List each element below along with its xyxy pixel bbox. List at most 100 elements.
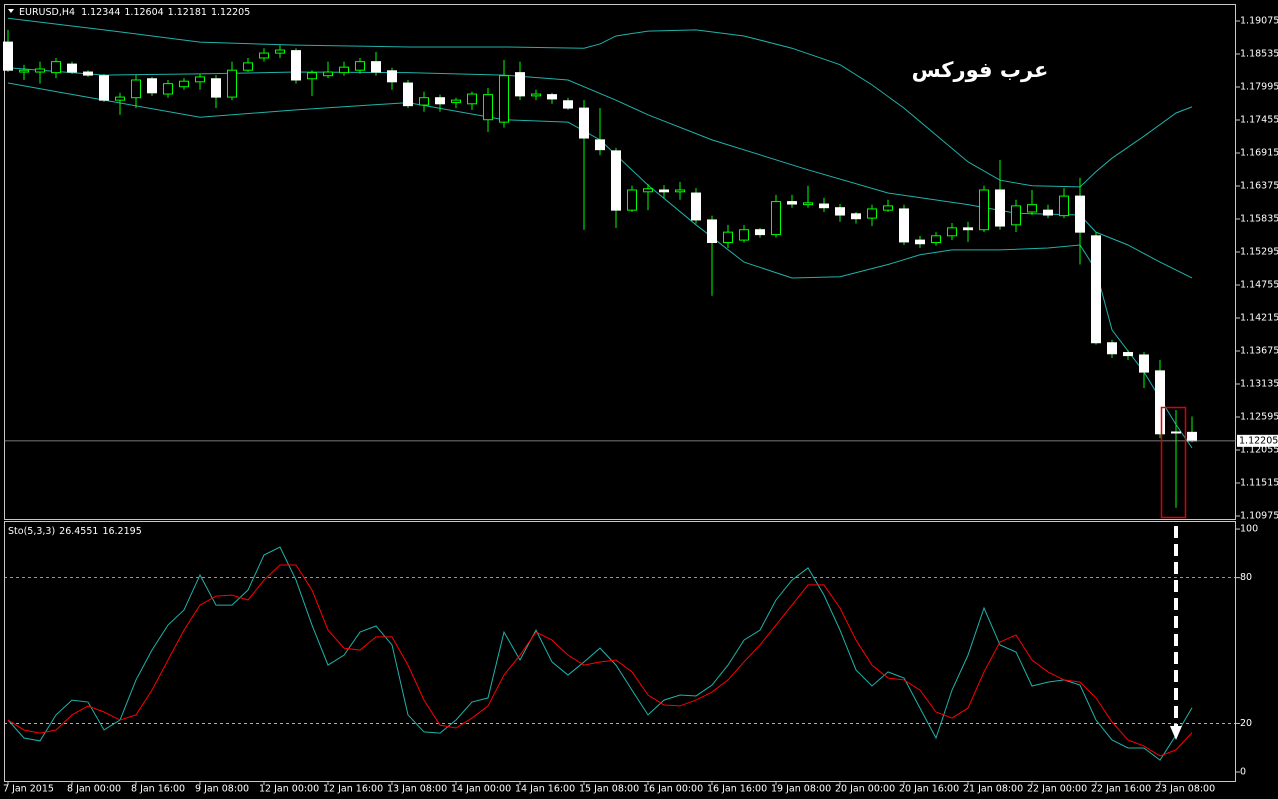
candle-body <box>35 68 45 73</box>
candle-body <box>419 97 429 106</box>
y-tick-label: 0 <box>1240 767 1246 778</box>
candle-body <box>83 71 93 76</box>
y-tick-label: 80 <box>1240 572 1252 583</box>
candle-body <box>147 78 157 94</box>
candle-body <box>243 62 253 71</box>
y-tick-label: 1.19075 <box>1240 16 1278 27</box>
y-tick-label: 1.12055 <box>1240 445 1278 456</box>
x-tick-label: 7 Jan 2015 <box>3 784 54 795</box>
candle-body <box>19 69 29 73</box>
candle-body <box>915 239 925 245</box>
candle-body <box>195 76 205 83</box>
candle-body <box>643 188 653 193</box>
candle-body <box>291 50 301 81</box>
x-tick-label: 20 Jan 16:00 <box>899 784 959 795</box>
pointer-arrow-head <box>1170 726 1182 740</box>
candle-body <box>1075 195 1085 233</box>
x-tick-label: 23 Jan 08:00 <box>1155 784 1215 795</box>
stoch-panel <box>4 521 1236 782</box>
menu-triangle <box>8 9 14 13</box>
candle-body <box>803 202 813 206</box>
x-tick-label: 9 Jan 08:00 <box>195 784 249 795</box>
x-tick-label: 22 Jan 16:00 <box>1091 784 1151 795</box>
y-tick-label: 1.15295 <box>1240 247 1278 258</box>
candle-body <box>259 52 269 59</box>
candle-body <box>307 72 317 80</box>
candle-body <box>627 189 637 211</box>
candle-body <box>947 227 957 237</box>
candle-body <box>371 61 381 73</box>
x-tick-label: 19 Jan 08:00 <box>771 784 831 795</box>
candle-body <box>275 49 285 54</box>
y-tick-label: 1.18535 <box>1240 49 1278 60</box>
x-tick-label: 14 Jan 16:00 <box>515 784 575 795</box>
candle-body <box>963 227 973 231</box>
candle-body <box>3 41 13 71</box>
x-tick-label: 21 Jan 08:00 <box>963 784 1023 795</box>
stoch-signal-value: 16.2195 <box>102 526 141 537</box>
candle-body <box>595 139 605 151</box>
x-tick-label: 8 Jan 00:00 <box>67 784 121 795</box>
candle-body <box>883 205 893 211</box>
y-tick-label: 1.16375 <box>1240 181 1278 192</box>
candle-body <box>899 208 909 243</box>
x-tick-label: 16 Jan 16:00 <box>707 784 767 795</box>
stoch-header: Sto(5,3,3) 26.4551 16.2195 <box>8 526 142 537</box>
candle-body <box>1139 354 1149 373</box>
candle-body <box>211 78 221 98</box>
stoch-title: Sto(5,3,3) <box>8 526 55 537</box>
candle-body <box>1155 370 1165 435</box>
y-tick-label: 100 <box>1240 524 1258 535</box>
candle-body <box>1059 195 1069 217</box>
candle-body <box>467 93 477 105</box>
candle-body <box>787 201 797 205</box>
stoch-main-value: 26.4551 <box>59 526 98 537</box>
candle-body <box>1107 342 1117 355</box>
candle-body <box>547 94 557 100</box>
candle-body <box>163 83 173 95</box>
candle-body <box>659 189 669 193</box>
candle-body <box>99 75 109 101</box>
candle-body <box>483 94 493 121</box>
y-tick-label: 1.17995 <box>1240 82 1278 93</box>
candle-body <box>387 70 397 83</box>
y-tick-label: 1.10975 <box>1240 511 1278 522</box>
y-tick-label: 1.12595 <box>1240 412 1278 423</box>
price-label: 1.12205 <box>1239 435 1278 446</box>
header-open: 1.12344 <box>81 7 120 18</box>
main-panel <box>4 4 1236 520</box>
candle-body <box>771 201 781 236</box>
y-tick-label: 1.14215 <box>1240 313 1278 324</box>
candle-body <box>707 219 717 244</box>
candle-body <box>435 97 445 105</box>
candle-body <box>323 71 333 77</box>
candle-body <box>1187 431 1197 442</box>
y-tick-label: 1.14755 <box>1240 280 1278 291</box>
y-tick-label: 1.13675 <box>1240 346 1278 357</box>
candle-body <box>1043 209 1053 216</box>
candle-body <box>675 189 685 193</box>
y-tick-label: 1.17455 <box>1240 115 1278 126</box>
candle-body <box>179 80 189 88</box>
stoch-line <box>7 564 1193 757</box>
y-tick-label: 1.15835 <box>1240 214 1278 225</box>
candle-body <box>1027 204 1037 213</box>
candle-body <box>115 96 125 101</box>
candle-body <box>403 82 413 107</box>
candle-body <box>451 99 461 104</box>
stoch-line <box>7 546 1193 761</box>
header-high: 1.12604 <box>124 7 163 18</box>
symbol-title: EURUSD,H4 <box>19 7 75 18</box>
x-tick-label: 12 Jan 16:00 <box>323 784 383 795</box>
main-header: EURUSD,H4 1.12344 1.12604 1.12181 1.12205 <box>19 7 250 18</box>
candle-body <box>691 192 701 221</box>
candle-body <box>355 61 365 71</box>
candle-body <box>579 107 589 139</box>
x-tick-label: 22 Jan 00:00 <box>1027 784 1087 795</box>
header-close: 1.12205 <box>211 7 250 18</box>
candle-body <box>867 208 877 219</box>
price-label-box <box>1237 434 1278 447</box>
y-tick-label: 20 <box>1240 718 1252 729</box>
